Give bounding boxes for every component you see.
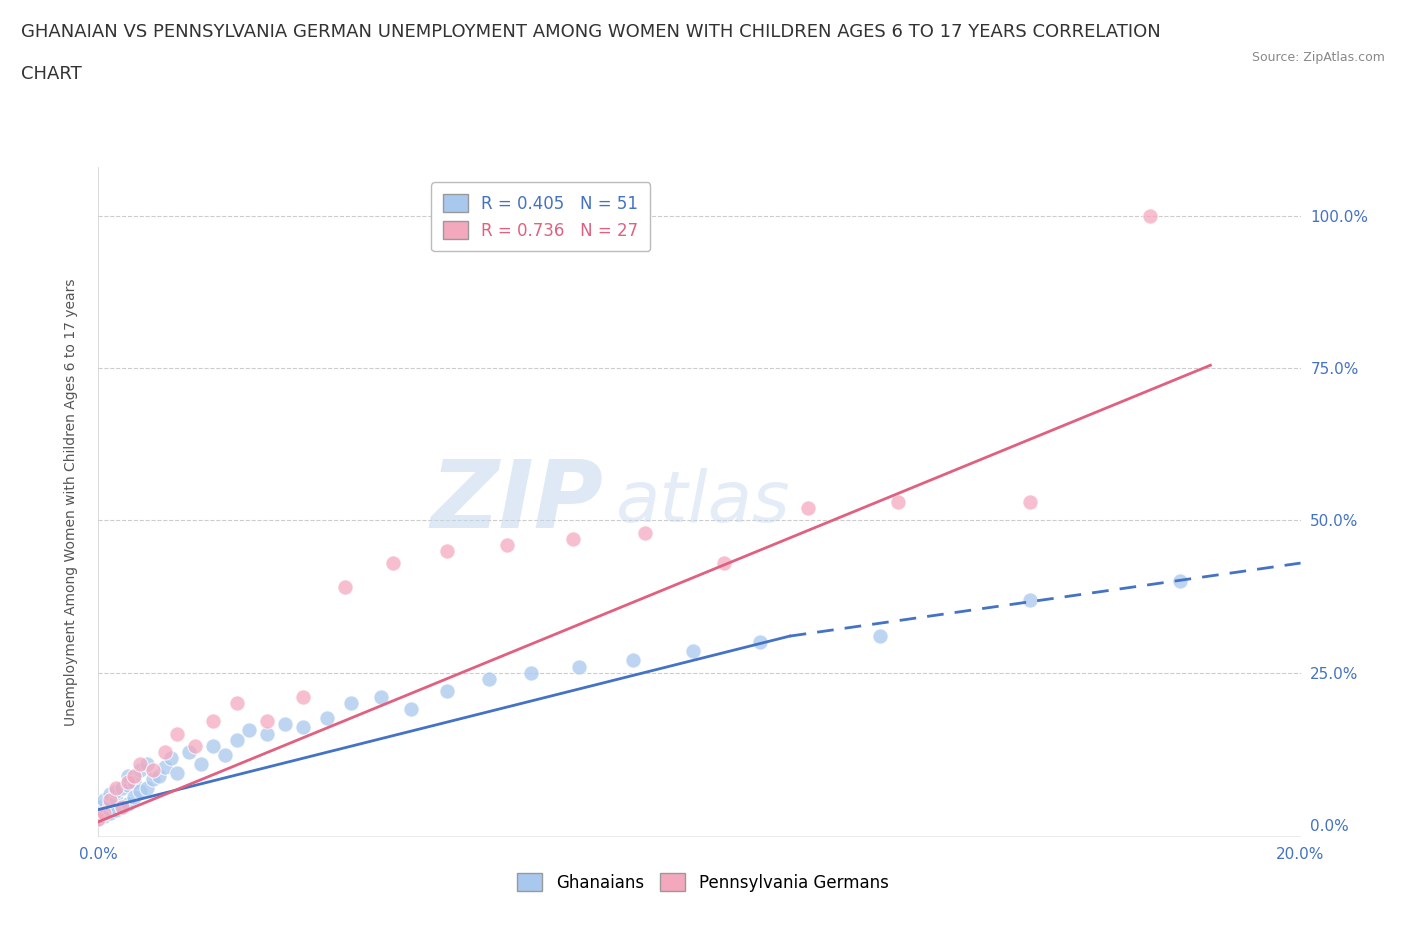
Point xyxy=(214,748,236,763)
Point xyxy=(436,543,458,558)
Point xyxy=(129,756,152,771)
Point xyxy=(111,799,134,814)
Point xyxy=(93,805,115,820)
Point xyxy=(100,805,122,820)
Legend: R = 0.405   N = 51, R = 0.736   N = 27: R = 0.405 N = 51, R = 0.736 N = 27 xyxy=(432,182,650,251)
Point xyxy=(201,714,224,729)
Text: ZIP: ZIP xyxy=(430,457,603,548)
Point xyxy=(117,775,139,790)
Text: GHANAIAN VS PENNSYLVANIA GERMAN UNEMPLOYMENT AMONG WOMEN WITH CHILDREN AGES 6 TO: GHANAIAN VS PENNSYLVANIA GERMAN UNEMPLOY… xyxy=(21,23,1161,41)
Point xyxy=(370,689,392,704)
Point xyxy=(93,793,115,808)
Point xyxy=(111,781,134,796)
Point xyxy=(887,495,910,510)
Text: Source: ZipAtlas.com: Source: ZipAtlas.com xyxy=(1251,51,1385,64)
Point xyxy=(117,777,139,792)
Point xyxy=(135,781,157,796)
Point xyxy=(225,696,247,711)
Point xyxy=(148,769,170,784)
Point xyxy=(713,555,735,570)
Point xyxy=(166,765,188,780)
Point xyxy=(129,763,152,777)
Legend: Ghanaians, Pennsylvania Germans: Ghanaians, Pennsylvania Germans xyxy=(510,867,896,898)
Point xyxy=(562,531,585,546)
Point xyxy=(87,811,110,826)
Point xyxy=(340,696,363,711)
Text: atlas: atlas xyxy=(616,468,790,537)
Point xyxy=(796,501,818,516)
Point xyxy=(333,580,356,595)
Point xyxy=(117,796,139,811)
Point xyxy=(183,738,205,753)
Point xyxy=(621,653,644,668)
Point xyxy=(100,793,122,808)
Point xyxy=(129,784,152,799)
Point xyxy=(274,717,297,732)
Point xyxy=(1139,208,1161,223)
Point xyxy=(496,538,519,552)
Point xyxy=(124,790,146,804)
Point xyxy=(748,635,770,650)
Point xyxy=(87,799,110,814)
Point xyxy=(100,787,122,802)
Point xyxy=(153,744,176,759)
Point xyxy=(256,726,278,741)
Point xyxy=(141,763,163,777)
Point xyxy=(399,702,422,717)
Point xyxy=(256,714,278,729)
Point xyxy=(869,629,891,644)
Point xyxy=(105,784,128,799)
Y-axis label: Unemployment Among Women with Children Ages 6 to 17 years: Unemployment Among Women with Children A… xyxy=(63,278,77,726)
Point xyxy=(135,756,157,771)
Point xyxy=(1019,495,1042,510)
Point xyxy=(105,781,128,796)
Point xyxy=(87,805,110,820)
Point xyxy=(166,726,188,741)
Point xyxy=(117,769,139,784)
Point xyxy=(87,811,110,826)
Point xyxy=(478,671,501,686)
Point xyxy=(124,769,146,784)
Point xyxy=(153,760,176,775)
Point xyxy=(568,659,591,674)
Point xyxy=(315,711,337,725)
Point xyxy=(124,775,146,790)
Point xyxy=(436,684,458,698)
Point xyxy=(111,799,134,814)
Point xyxy=(291,689,314,704)
Point xyxy=(201,738,224,753)
Point xyxy=(159,751,181,765)
Point xyxy=(682,644,704,658)
Text: CHART: CHART xyxy=(21,65,82,83)
Point xyxy=(100,796,122,811)
Point xyxy=(1019,592,1042,607)
Point xyxy=(520,665,543,680)
Point xyxy=(634,525,657,540)
Point xyxy=(225,732,247,747)
Point xyxy=(93,808,115,823)
Point xyxy=(177,744,200,759)
Point xyxy=(105,803,128,817)
Point xyxy=(1170,574,1192,589)
Point xyxy=(141,772,163,787)
Point xyxy=(291,720,314,735)
Point xyxy=(105,793,128,808)
Point xyxy=(381,555,404,570)
Point xyxy=(93,803,115,817)
Point xyxy=(238,723,260,737)
Point xyxy=(190,756,212,771)
